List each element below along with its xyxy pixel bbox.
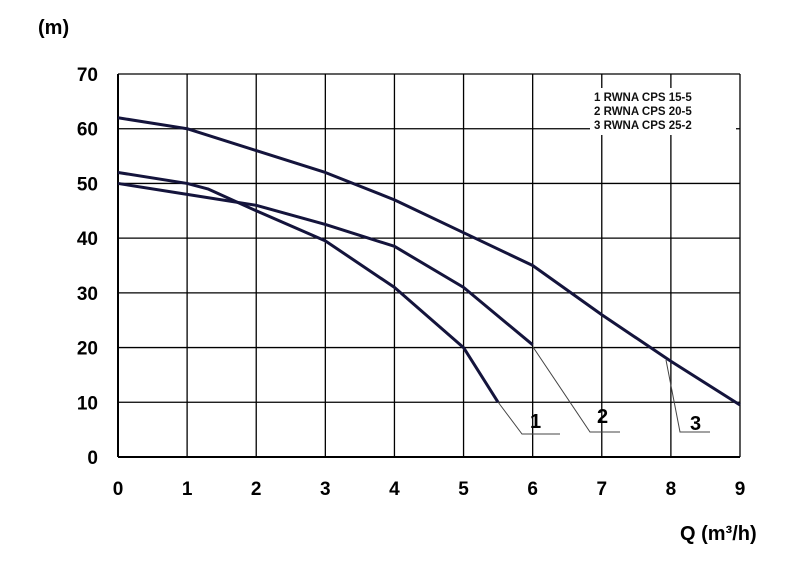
series-2-label: 2 <box>597 406 608 428</box>
series-1-label: 1 <box>530 411 541 433</box>
series-1-line <box>117 171 500 404</box>
series-3-line <box>117 116 741 407</box>
y-tick-label: 10 <box>77 393 98 414</box>
x-tick-label: 8 <box>666 479 677 500</box>
x-tick-label: 9 <box>735 479 746 500</box>
legend-background <box>590 88 736 135</box>
x-tick-label: 4 <box>389 479 400 500</box>
series-2-line <box>117 181 534 346</box>
x-tick-label: 6 <box>527 479 538 500</box>
legend-entry-3: 3 RWNA CPS 25-2 <box>594 120 692 132</box>
y-tick-label: 0 <box>87 448 98 469</box>
y-axis-label: (m) <box>38 17 69 39</box>
x-tick-label: 3 <box>320 479 331 500</box>
x-tick-label: 2 <box>251 479 262 500</box>
series-2-leader-line <box>532 346 620 433</box>
x-axis-label: Q (m³/h) <box>680 523 757 545</box>
series-3-leader-line <box>665 359 710 433</box>
x-tick-label: 0 <box>113 479 124 500</box>
y-tick-label: 60 <box>77 120 98 141</box>
y-tick-label: 70 <box>77 65 98 86</box>
legend-entry-2: 2 RWNA CPS 20-5 <box>594 106 692 118</box>
x-tick-label: 7 <box>596 479 607 500</box>
y-tick-label: 30 <box>77 284 98 305</box>
y-tick-label: 20 <box>77 339 98 360</box>
y-tick-label: 50 <box>77 174 98 195</box>
legend-entry-1: 1 RWNA CPS 15-5 <box>594 92 692 104</box>
y-tick-label: 40 <box>77 229 98 250</box>
series-3-label: 3 <box>690 413 701 435</box>
x-tick-label: 1 <box>182 479 193 500</box>
x-tick-label: 5 <box>458 479 469 500</box>
series-1-leader-line <box>497 401 560 435</box>
